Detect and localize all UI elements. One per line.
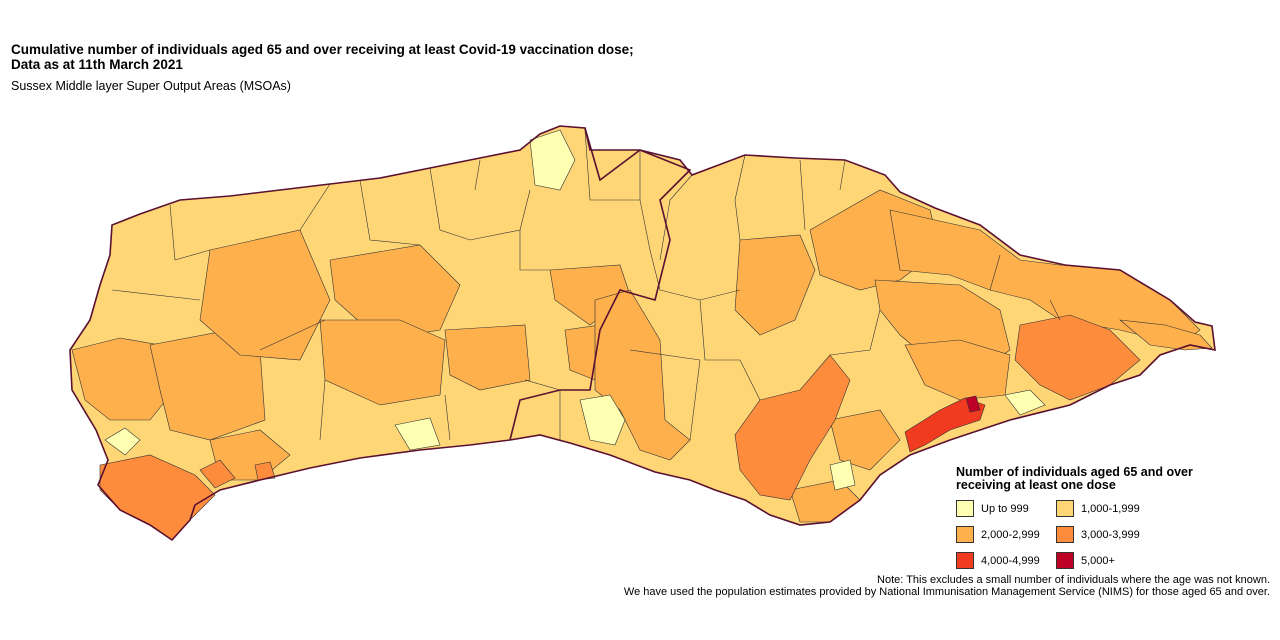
legend-label: Up to 999 — [981, 502, 1029, 515]
msoa-eastbourne-north — [829, 409, 901, 471]
legend-swatch — [956, 526, 974, 543]
msoa-worthing-centre — [394, 417, 441, 451]
msoa-hastings-centre — [1004, 389, 1046, 416]
legend-item-4000-4999: 4,000-4,999 — [956, 551, 1056, 570]
legend-swatch — [1056, 526, 1074, 543]
legend-items: Up to 999 1,000-1,999 2,000-2,999 3,000-… — [956, 499, 1256, 570]
title-line-2: Data as at 11th March 2021 — [11, 57, 183, 72]
footnote-population-source: We have used the population estimates pr… — [623, 586, 1270, 598]
msoa-eastbourne-centre — [829, 459, 856, 491]
msoa-bexhill-sea — [965, 395, 981, 413]
map-legend: Number of individuals aged 65 and over r… — [956, 466, 1256, 570]
msoa-crowborough — [734, 234, 816, 336]
legend-item-3000-3999: 3,000-3,999 — [1056, 525, 1156, 544]
footnote-age-exclusion: Note: This excludes a small number of in… — [877, 574, 1270, 586]
legend-label: 1,000-1,999 — [1081, 502, 1140, 515]
legend-title: Number of individuals aged 65 and over r… — [956, 466, 1256, 492]
msoa-bognor-coast — [254, 461, 276, 481]
msoa-west-chichester — [71, 337, 171, 421]
legend-item-up-to-999: Up to 999 — [956, 499, 1056, 518]
msoa-brighton-centre — [579, 394, 626, 446]
map-title: Cumulative number of individuals aged 65… — [11, 42, 634, 72]
legend-swatch — [1056, 552, 1074, 569]
msoa-bexhill-east — [904, 397, 986, 453]
district-boundaries — [69, 125, 1216, 542]
legend-label: 4,000-4,999 — [981, 554, 1040, 567]
msoa-bosham-harbour — [104, 427, 141, 456]
legend-swatch — [956, 500, 974, 517]
legend-item-1000-1999: 1,000-1,999 — [1056, 499, 1156, 518]
legend-swatch — [1056, 500, 1074, 517]
map-subtitle: Sussex Middle layer Super Output Areas (… — [11, 79, 291, 93]
map-footnotes: Note: This excludes a small number of in… — [624, 574, 1270, 598]
legend-title-line-2: receiving at least one dose — [956, 478, 1116, 492]
legend-swatch — [956, 552, 974, 569]
legend-label: 3,000-3,999 — [1081, 528, 1140, 541]
msoa-storrington — [444, 324, 531, 391]
msoa-rye — [1119, 319, 1213, 351]
title-line-1: Cumulative number of individuals aged 65… — [11, 42, 634, 57]
legend-title-line-1: Number of individuals aged 65 and over — [956, 465, 1193, 479]
msoa-crawley-centre — [529, 129, 576, 191]
legend-item-2000-2999: 2,000-2,999 — [956, 525, 1056, 544]
msoa-bognor-east — [199, 459, 236, 489]
legend-label: 5,000+ — [1081, 554, 1115, 567]
msoa-wealden-south — [734, 354, 851, 501]
legend-item-5000-plus: 5,000+ — [1056, 551, 1156, 570]
legend-label: 2,000-2,999 — [981, 528, 1040, 541]
